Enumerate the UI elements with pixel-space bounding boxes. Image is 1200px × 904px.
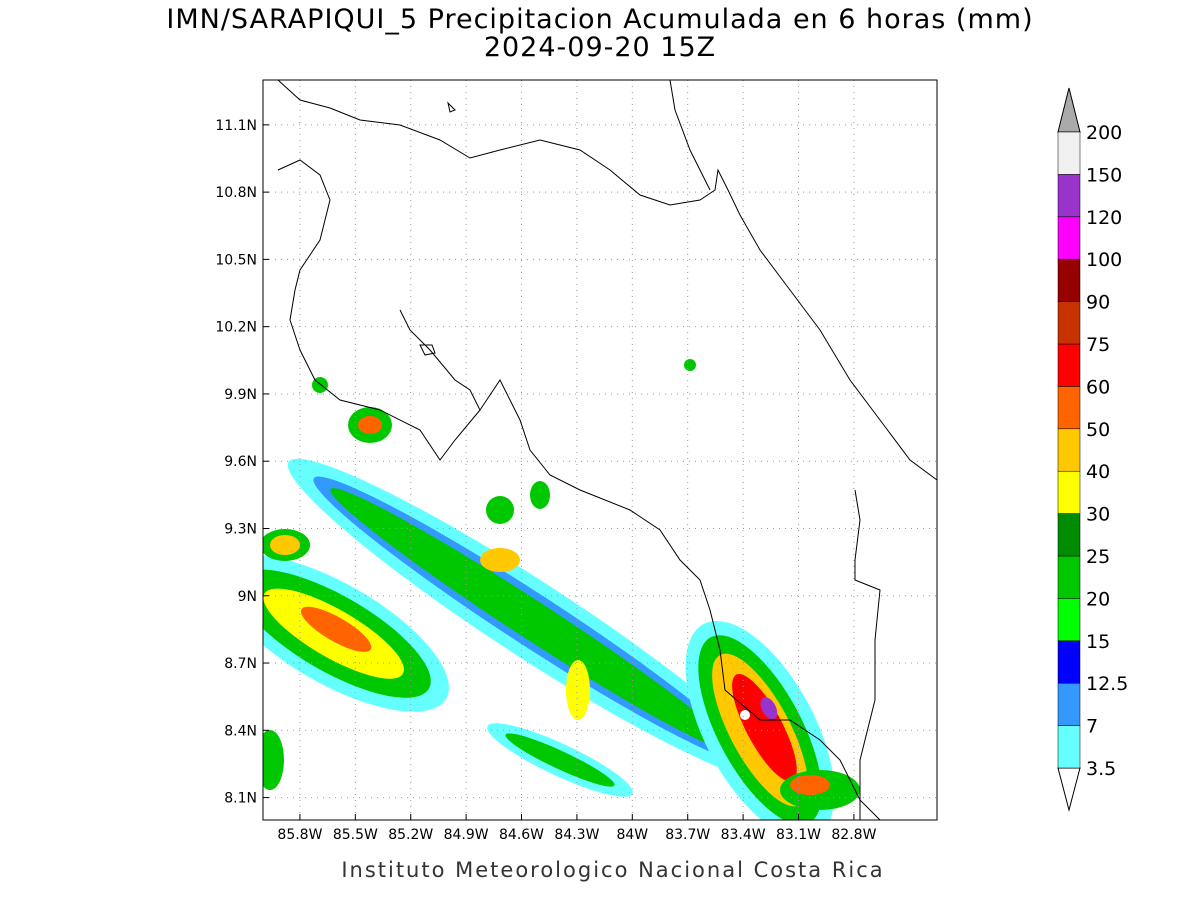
y-tick-label: 8.4N (224, 723, 257, 739)
colorbar-swatch (1057, 513, 1081, 557)
x-tick-label: 83.4W (721, 827, 766, 843)
y-tick-label: 9.3N (224, 521, 257, 537)
map-frame (262, 79, 938, 821)
colorbar-label: 20 (1086, 588, 1110, 610)
subtitle: 2024-09-20 15Z (484, 32, 716, 63)
colorbar-swatch (1057, 301, 1081, 345)
y-tick-label: 8.1N (224, 791, 257, 807)
colorbar-swatch (1057, 174, 1081, 218)
x-tick-label: 83.7W (665, 827, 710, 843)
colorbar-under-arrow (1057, 767, 1081, 812)
colorbar-label: 25 (1086, 546, 1110, 568)
colorbar-label: 3.5 (1086, 758, 1116, 780)
colorbar-label: 40 (1086, 461, 1110, 483)
colorbar-label: 7 (1086, 716, 1098, 738)
x-tick-label: 84.3W (554, 827, 599, 843)
colorbar-label: 12.5 (1086, 673, 1128, 695)
precipitation-field (263, 359, 860, 820)
x-tick-label: 84W (616, 827, 648, 843)
colorbar-swatch (1057, 555, 1081, 599)
colorbar-label: 15 (1086, 631, 1110, 653)
x-tick-label: 84.6W (499, 827, 544, 843)
colorbar-swatch (1057, 428, 1081, 472)
y-tick-label: 10.2N (215, 320, 257, 336)
x-tick-label: 84.9W (444, 827, 489, 843)
colorbar-swatch (1057, 725, 1081, 769)
colorbar-label: 150 (1086, 164, 1122, 186)
grid: 85.8W 85.5W 85.2W 84.9W 84.6W 84.3W 84W 83.7W 83… (215, 80, 937, 843)
title: IMN/SARAPIQUI_5 Precipitacion Acumulada … (166, 4, 1033, 35)
y-tick-label: 10.8N (215, 185, 257, 201)
colorbar-swatch (1057, 386, 1081, 430)
colorbar-label: 100 (1086, 249, 1122, 271)
x-tick-label: 85.2W (388, 827, 433, 843)
colorbar-swatch (1057, 258, 1081, 302)
colorbar-swatch (1057, 470, 1081, 514)
credit: Instituto Meteorologico Nacional Costa R… (341, 858, 884, 882)
colorbar-swatch (1057, 131, 1081, 175)
colorbar-swatch (1057, 598, 1081, 642)
colorbar: 3.5 7 12.5 15 20 25 30 40 50 60 75 90 100 120 150 200 (1057, 87, 1128, 812)
colorbar-label: 120 (1086, 207, 1122, 229)
colorbar-swatch (1057, 216, 1081, 260)
colorbar-label: 200 (1086, 122, 1122, 144)
colorbar-swatch (1057, 640, 1081, 684)
colorbar-label: 75 (1086, 334, 1110, 356)
y-tick-label: 9.6N (224, 454, 257, 470)
y-tick-label: 8.7N (224, 656, 257, 672)
x-tick-label: 82.8W (831, 827, 876, 843)
y-tick-label: 11.1N (215, 118, 257, 134)
coastlines (277, 80, 937, 820)
x-tick-label: 83.1W (776, 827, 821, 843)
colorbar-swatch (1057, 682, 1081, 726)
colorbar-over-arrow (1057, 87, 1081, 133)
y-tick-label: 9N (238, 589, 257, 605)
x-tick-label: 85.8W (277, 827, 322, 843)
colorbar-swatch (1057, 343, 1081, 387)
y-tick-label: 9.9N (224, 387, 257, 403)
y-tick-label: 10.5N (215, 252, 257, 268)
colorbar-label: 50 (1086, 419, 1110, 441)
x-tick-label: 85.5W (333, 827, 378, 843)
colorbar-label: 90 (1086, 292, 1110, 314)
colorbar-label: 30 (1086, 504, 1110, 526)
colorbar-label: 60 (1086, 376, 1110, 398)
